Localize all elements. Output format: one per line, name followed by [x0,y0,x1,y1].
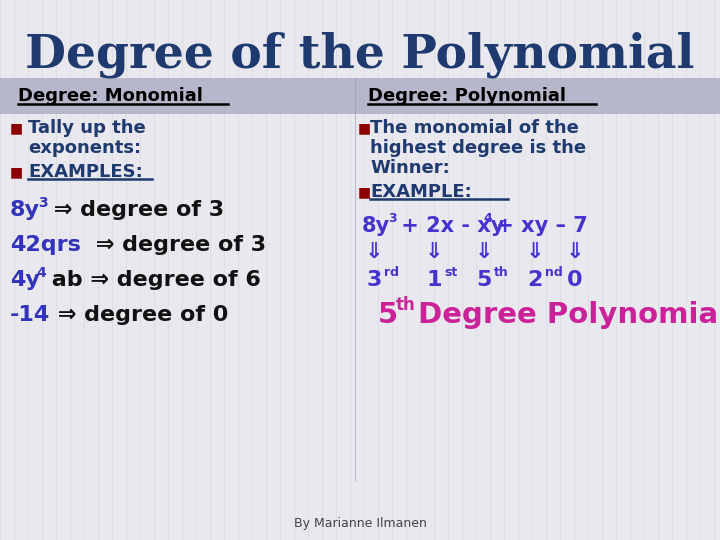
Text: ■: ■ [358,121,371,135]
Text: 42qrs: 42qrs [10,235,81,255]
Text: ⇓: ⇓ [566,242,585,262]
Text: ■: ■ [10,121,23,135]
Text: 8y: 8y [362,216,390,236]
Text: ■: ■ [10,165,23,179]
Text: 5: 5 [477,270,492,290]
Text: 3: 3 [366,270,382,290]
Text: nd: nd [545,266,563,279]
Text: Degree: Polynomial: Degree: Polynomial [368,87,566,105]
Text: th: th [494,266,509,279]
Text: Tally up the: Tally up the [28,119,145,137]
Text: ⇓: ⇓ [474,242,493,262]
Text: Degree Polynomial: Degree Polynomial [408,301,720,329]
Text: 3: 3 [38,196,48,210]
Text: ab ⇒ degree of 6: ab ⇒ degree of 6 [44,270,261,290]
Text: exponents:: exponents: [28,139,141,157]
Text: ⇒ degree of 3: ⇒ degree of 3 [46,200,224,220]
Text: 4y: 4y [10,270,40,290]
Text: + 2x - xy: + 2x - xy [394,216,505,236]
Text: The monomial of the: The monomial of the [370,119,579,137]
Text: 2: 2 [527,270,543,290]
Text: rd: rd [384,266,399,279]
Text: + xy – 7: + xy – 7 [489,216,588,236]
Text: Winner:: Winner: [370,159,450,177]
Text: 8y: 8y [10,200,40,220]
Text: ■: ■ [358,185,371,199]
Text: 4: 4 [36,266,46,280]
Text: st: st [444,266,457,279]
Text: 0: 0 [567,270,582,290]
Text: By Marianne Ilmanen: By Marianne Ilmanen [294,516,426,530]
Text: 4: 4 [483,213,492,226]
Text: highest degree is the: highest degree is the [370,139,586,157]
Text: ⇓: ⇓ [526,242,544,262]
Text: 5: 5 [378,301,398,329]
Text: ⇓: ⇓ [425,242,444,262]
Text: ⇒ degree of 0: ⇒ degree of 0 [50,305,228,325]
Text: 1: 1 [426,270,442,290]
Text: EXAMPLES:: EXAMPLES: [28,163,143,181]
Text: Degree of the Polynomial: Degree of the Polynomial [25,32,695,78]
Text: -14: -14 [10,305,50,325]
Text: ⇓: ⇓ [365,242,383,262]
Text: th: th [396,296,415,314]
Text: EXAMPLE:: EXAMPLE: [370,183,472,201]
Text: Degree: Monomial: Degree: Monomial [18,87,203,105]
Bar [0,78,720,114]
Text: ⇒ degree of 3: ⇒ degree of 3 [88,235,266,255]
Text: 3: 3 [388,213,397,226]
